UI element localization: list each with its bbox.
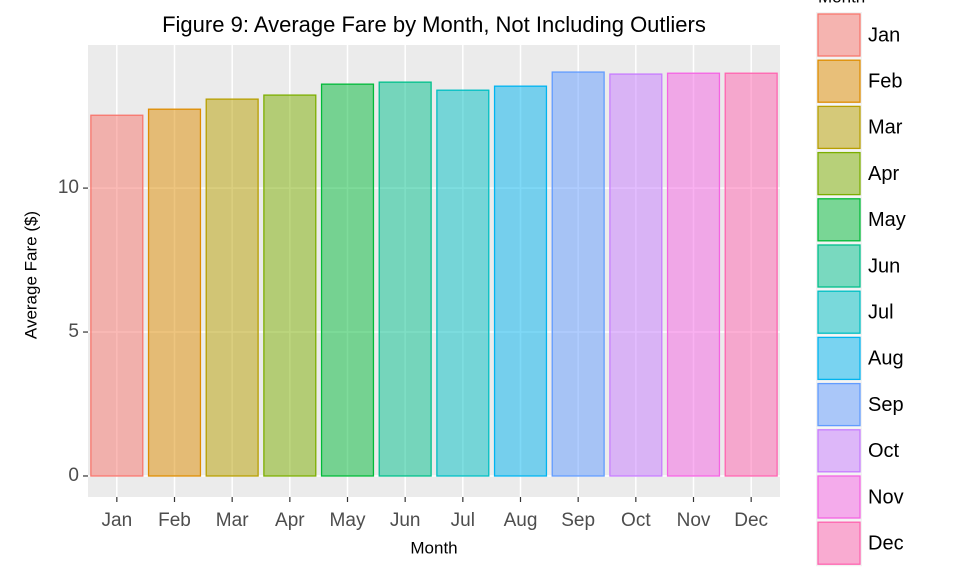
x-axis-title: Month xyxy=(410,538,457,557)
bar xyxy=(436,89,490,477)
legend-key xyxy=(817,198,861,242)
legend-key xyxy=(817,151,861,196)
bar xyxy=(205,98,259,477)
legend-key xyxy=(817,382,861,427)
legend-label: Sep xyxy=(868,394,904,416)
bar xyxy=(378,81,432,477)
bar xyxy=(724,72,778,477)
bar xyxy=(90,114,144,477)
y-tick-label: 5 xyxy=(68,321,79,342)
x-tick-label: Sep xyxy=(561,510,595,531)
legend-label: Dec xyxy=(868,532,904,554)
bar xyxy=(609,73,663,477)
x-tick-label: Jul xyxy=(451,510,475,531)
x-tick-label: Apr xyxy=(275,510,305,531)
legend-label: Jul xyxy=(868,301,894,323)
legend-key xyxy=(817,290,861,334)
legend-key xyxy=(817,429,861,473)
legend-label: Jan xyxy=(868,24,900,46)
y-axis-title: Average Fare ($) xyxy=(21,211,40,339)
x-tick-label: Aug xyxy=(504,510,538,531)
bar xyxy=(147,108,202,477)
plot-panel xyxy=(88,45,780,497)
bar xyxy=(320,83,375,477)
legend-key xyxy=(817,244,861,288)
legend-label: Mar xyxy=(868,117,903,139)
legend-key xyxy=(817,13,861,57)
x-tick-label: May xyxy=(330,510,366,531)
legend-key xyxy=(817,336,861,381)
legend-key xyxy=(817,475,861,519)
x-tick-label: Mar xyxy=(216,510,249,531)
legend-label: Aug xyxy=(868,348,904,370)
x-tick-label: Jan xyxy=(102,510,133,531)
bar xyxy=(493,85,548,477)
x-tick-label: Feb xyxy=(158,510,191,531)
bar xyxy=(551,71,605,477)
y-tick-label: 10 xyxy=(58,177,79,198)
x-tick-label: Nov xyxy=(677,510,711,531)
chart-title: Figure 9: Average Fare by Month, Not Inc… xyxy=(162,12,706,37)
legend-key xyxy=(817,59,861,103)
legend-label: Apr xyxy=(868,163,899,185)
bar xyxy=(666,72,721,477)
legend-label: Feb xyxy=(868,70,902,92)
x-tick-label: Dec xyxy=(734,510,768,531)
legend-label: Nov xyxy=(868,486,904,508)
legend-label: Oct xyxy=(868,440,900,462)
legend-label: May xyxy=(868,209,906,231)
legend-title: Month xyxy=(818,0,865,6)
bar xyxy=(263,94,317,477)
legend-label: Jun xyxy=(868,255,900,277)
legend-key xyxy=(817,521,861,565)
x-tick-label: Jun xyxy=(390,510,421,531)
legend-key xyxy=(817,105,861,150)
x-tick-label: Oct xyxy=(621,510,651,531)
y-tick-label: 0 xyxy=(68,465,79,486)
